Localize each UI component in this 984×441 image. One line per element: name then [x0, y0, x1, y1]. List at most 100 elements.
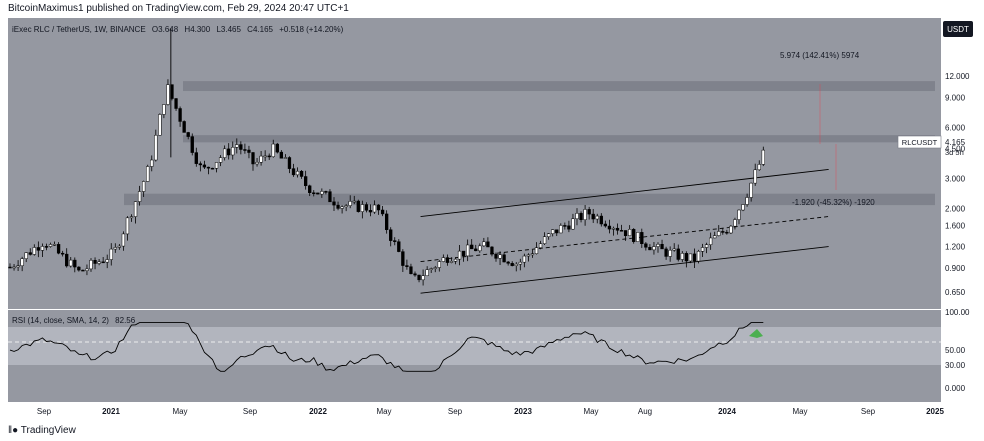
- candle-bear: [640, 232, 644, 244]
- legend-o-label: O: [152, 25, 158, 34]
- measure-down-label: -1.920 (-45.32%) -1920: [792, 198, 875, 207]
- candle-bear: [417, 274, 421, 281]
- candle-bull: [109, 248, 113, 260]
- price-axis-ticks: 12.000 9.000 6.000 4.500 3.000 2.000 1.600 1.20…: [945, 72, 970, 297]
- candle-bear: [81, 269, 85, 272]
- time-tick-label: May: [172, 407, 187, 416]
- candle-bear: [275, 143, 279, 153]
- candle-bull: [668, 249, 672, 257]
- candle-bull: [137, 191, 142, 202]
- price-tick-label: 1.200: [945, 243, 966, 252]
- time-tick-label: 2021: [102, 407, 120, 416]
- candle-bull: [538, 243, 543, 248]
- candle-bear: [239, 144, 243, 150]
- candle-bull: [24, 252, 28, 259]
- candle-bull: [133, 201, 138, 217]
- candle-bear: [563, 225, 567, 227]
- candle-bull: [482, 241, 486, 247]
- candle-bull: [757, 164, 761, 171]
- chart-svg[interactable]: 5.974 (142.41%) 5974 -1.920 (-45.32%) -1…: [0, 18, 984, 421]
- price-tag-symbol-box: [897, 135, 942, 149]
- candle-bull: [709, 237, 713, 245]
- candle-bull: [575, 213, 579, 220]
- candle-bear: [684, 253, 689, 262]
- price-axis[interactable]: [941, 18, 984, 309]
- candle-bull: [271, 143, 275, 158]
- legend-h: 4.300: [190, 25, 211, 34]
- candle-bull: [551, 229, 555, 234]
- candle-bear: [591, 213, 595, 220]
- candle-bull: [547, 233, 551, 237]
- time-axis[interactable]: [0, 402, 984, 421]
- candle-bear: [36, 247, 41, 251]
- candle-bear: [603, 223, 608, 227]
- candle-bear: [405, 265, 409, 267]
- candle-bull: [344, 205, 348, 208]
- candle-bear: [312, 192, 316, 194]
- candle-bear: [332, 201, 336, 206]
- candle-bull: [628, 229, 632, 237]
- candle-bear: [676, 248, 680, 260]
- candle-bear: [101, 261, 105, 264]
- candle-bear: [324, 191, 328, 193]
- candle-bear: [178, 108, 182, 122]
- candle-bull: [348, 201, 352, 206]
- rsi-tick-label: 0.000: [945, 384, 966, 393]
- candle-bull: [97, 261, 101, 264]
- candle-bull: [656, 244, 660, 247]
- candle-bear: [28, 252, 32, 255]
- price-pane[interactable]: [8, 18, 941, 309]
- candle-bull: [741, 204, 745, 211]
- candle-bull: [453, 258, 458, 262]
- candle-bull: [704, 244, 709, 248]
- candle-bear: [56, 244, 61, 254]
- candle-bull: [158, 114, 162, 136]
- candle-bear: [599, 215, 603, 225]
- candle-bull: [89, 260, 93, 270]
- measure-up-label: 5.974 (142.41%) 5974: [780, 51, 860, 60]
- candle-bear: [198, 163, 202, 166]
- candle-bull: [223, 148, 227, 158]
- candle-bear: [644, 243, 648, 248]
- candle-bear: [206, 166, 211, 169]
- candle-bear: [61, 252, 65, 255]
- tradingview-logo[interactable]: ‖● TradingView: [8, 425, 76, 437]
- time-tick-label: May: [583, 407, 598, 416]
- candle-bear: [623, 230, 628, 237]
- candle-bull: [542, 236, 547, 244]
- candle-bull: [449, 261, 454, 263]
- candle-bear: [725, 231, 729, 234]
- candle-bear: [304, 176, 308, 187]
- time-tick-label: May: [376, 407, 391, 416]
- legend-o: 3.648: [158, 25, 179, 34]
- rsi-axis[interactable]: [941, 310, 984, 402]
- candle-bull: [425, 269, 429, 276]
- candle-bear: [336, 204, 340, 209]
- candle-bull: [571, 218, 575, 230]
- chart-area[interactable]: 5.974 (142.41%) 5974 -1.920 (-45.32%) -1…: [0, 18, 984, 421]
- candle-bear: [389, 229, 393, 241]
- candle-bull: [514, 263, 518, 266]
- rsi-highlight: [749, 329, 763, 338]
- candle-bear: [380, 209, 385, 215]
- channel-line: [420, 246, 829, 294]
- candle-bull: [166, 84, 170, 105]
- price-tag-price: 4.165: [945, 138, 966, 147]
- candle-bull: [672, 248, 676, 251]
- candle-bull: [441, 257, 446, 262]
- footer-brand: TradingView: [20, 425, 76, 436]
- candle-bull: [749, 182, 753, 198]
- candle-bear: [510, 263, 514, 266]
- candle-bull: [433, 267, 437, 269]
- candle-bear: [279, 151, 284, 159]
- candle-bear: [65, 253, 69, 267]
- candle-bear: [494, 253, 498, 259]
- currency-badge[interactable]: [943, 21, 973, 37]
- candle-bull: [688, 253, 693, 262]
- legend-l-label: L: [216, 25, 221, 34]
- rsi-tick-label: 50.00: [945, 346, 966, 355]
- candle-bull: [231, 147, 235, 156]
- resistance-zone: [183, 81, 935, 92]
- candle-bull: [295, 170, 300, 176]
- time-tick-label: 2024: [718, 407, 736, 416]
